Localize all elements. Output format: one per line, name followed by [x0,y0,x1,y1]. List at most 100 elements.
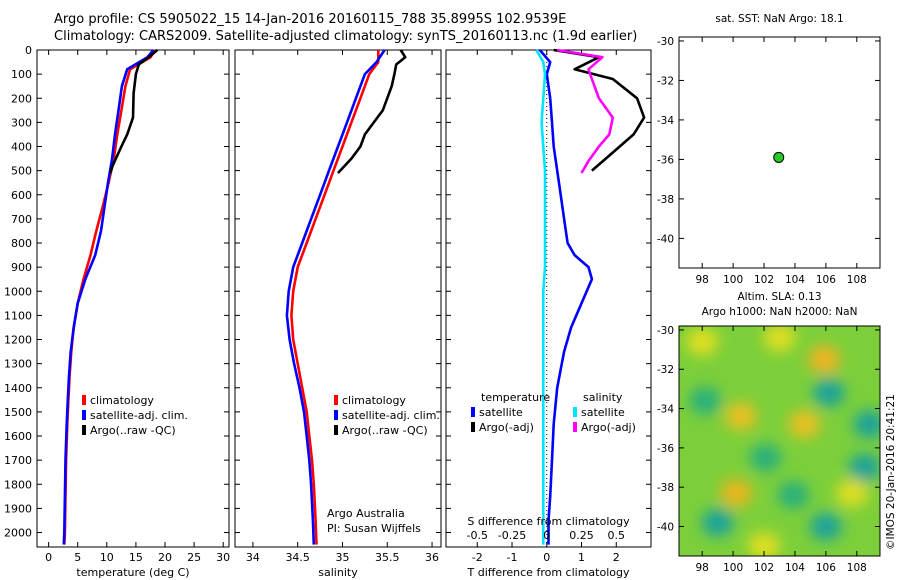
credit-org: Argo Australia [327,507,405,520]
y-tick-label: 1600 [4,430,32,443]
series-line-t-satellite [538,49,594,545]
x-tick-label: 104 [785,274,805,286]
credit-pi: PI: Susan Wijffels [327,522,421,535]
y-tick-label: 100 [11,68,32,81]
heatmap-cell [748,532,781,556]
series-line-satellite-adj-clim- [285,49,386,545]
plot-frame [445,49,652,548]
x-tick-label: 1 [578,551,585,564]
y-tick-label: 500 [11,165,32,178]
legend-swatch [82,395,86,405]
x-tick-label: 100 [723,274,743,286]
heatmap-cell [853,410,880,439]
y-tick-label: 1100 [4,309,32,322]
x-tick-label: 34 [246,551,260,564]
y-tick-label: -32 [657,364,674,376]
sla-title: Altim. SLA: 0.13 [737,291,821,303]
x-tick-label: 36 [425,551,439,564]
y-tick-label: -40 [657,522,674,534]
map-frame [678,36,881,269]
y-tick-label: 1300 [4,358,32,371]
legend-swatch [334,425,338,435]
legend-swatch [471,407,475,417]
sst-title: sat. SST: NaN Argo: 18.1 [715,13,843,25]
heatmap-cell [720,479,753,508]
x-tick-label: 20 [158,551,172,564]
x-tick-label: 0 [543,551,550,564]
x-tick-label: 34.5 [285,551,310,564]
x-tick-label: 15 [129,551,143,564]
legend-heading-salinity: salinity [583,391,623,404]
x-tick-label: 98 [696,274,709,286]
legend-label: Argo(..raw -QC) [342,424,428,437]
salinity-panel: 34 34.5 35 35.5 36 salinity climatology satelli… [234,49,442,579]
header-line-1: Argo profile: CS 5905022_15 14-Jan-2016 … [54,12,567,27]
y-tick-label: -38 [657,194,674,206]
x-tick-label: 102 [754,274,774,286]
heatmap-cell [812,378,845,407]
y-tick-label: -30 [657,36,674,48]
legend-label: Argo(-adj) [479,421,534,434]
x-axis-label: temperature (deg C) [76,566,189,579]
y-tick-label: 1700 [4,454,32,467]
argo-position-marker [773,151,785,163]
x-tick-label: 98 [696,562,709,574]
legend-swatch [82,425,86,435]
y-tick-label: 800 [11,237,32,250]
series-line-climatology [290,50,380,545]
s-tick-label: -0.25 [498,529,526,542]
x-axis-label: salinity [318,566,358,579]
legend-swatch [82,410,86,420]
x-tick-label: 35 [335,551,349,564]
y-tick-label: 700 [11,213,32,226]
y-tick-label: -30 [657,325,674,337]
y-tick-label: 0 [25,44,32,57]
temperature-panel: 0 5 10 15 20 25 300100200300400500600700800900… [4,44,230,579]
series-line-s-satellite [535,49,547,545]
series-line-satellite-adj-clim- [62,49,155,545]
y-tick-label: -34 [657,115,674,127]
x-tick-label: 108 [847,274,867,286]
x-tick-label: 2 [613,551,620,564]
y-tick-label: 1900 [4,502,32,515]
heatmap-cell [701,508,734,537]
heatmap-blobs [686,326,880,556]
imos-credit: ©IMOS 20-Jan-2016 20:41:21 [885,394,897,550]
x-tick-label: 106 [816,274,836,286]
y-tick-label: 900 [11,261,32,274]
legend-heading-temperature: temperature [481,391,550,404]
legend-label: Argo(-adj) [581,421,636,434]
legend-label: satellite-adj. clim. [90,409,188,422]
header-line-2: Climatology: CARS2009. Satellite-adjuste… [54,29,638,44]
y-tick-label: 1000 [4,285,32,298]
x-tick-label: -1 [507,551,518,564]
heatmap-cell [788,410,821,439]
y-tick-label: 1400 [4,382,32,395]
y-tick-label: 1800 [4,478,32,491]
heatmap-cell [809,512,842,541]
heatmap-cell [808,345,841,374]
s-tick-label: -0.5 [467,529,488,542]
legend-label: climatology [90,394,154,407]
x-tick-label: 35.5 [375,551,400,564]
heatmap-cell [777,481,810,510]
sla-map-panel: 98 100 102 104 106 108 -30 -32 -34 -36 -38 -40 Altim… [657,291,897,574]
y-tick-label: -36 [657,154,674,166]
s-tick-label: 0.25 [569,529,594,542]
s-axis-label: S difference from climatology [467,515,630,528]
map-frame [678,325,881,557]
y-tick-label: -32 [657,75,674,87]
plot-frame [36,49,230,548]
series-line-s-argo [556,48,615,174]
legend-swatch [334,410,338,420]
heatmap-cell [724,402,757,431]
heatmap-cell [763,326,796,352]
legend-swatch [573,407,577,417]
x-tick-label: 5 [74,551,81,564]
legend-label: Argo(..raw -QC) [90,424,176,437]
heatmap-cell [836,479,869,508]
x-tick-label: -2 [472,551,483,564]
y-tick-label: -38 [657,482,674,494]
heatmap-cell [689,386,722,415]
